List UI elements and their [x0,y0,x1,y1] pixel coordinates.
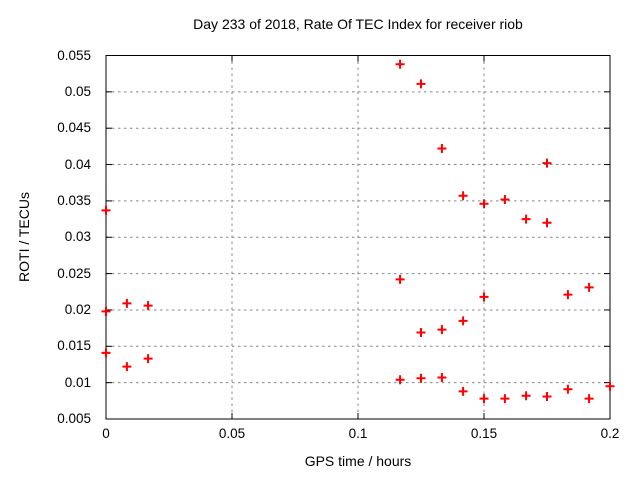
data-point-marker [542,218,552,228]
y-tick-label: 0.055 [57,47,91,63]
data-point-marker [542,391,552,401]
data-point-marker [479,199,489,209]
data-point-marker [605,381,615,391]
data-point-marker [479,292,489,302]
data-point-marker [416,327,426,337]
x-axis-label: GPS time / hours [304,453,412,469]
y-tick-label: 0.015 [57,338,91,354]
data-point-marker [395,59,405,69]
chart-title: Day 233 of 2018, Rate Of TEC Index for r… [193,16,523,32]
data-point-marker [563,290,573,300]
y-tick-label: 0.02 [64,301,91,317]
x-tick-label: 0.05 [218,426,246,441]
data-point-marker [542,158,552,168]
gridlines [106,55,610,419]
y-tick-label: 0.045 [57,120,91,136]
data-point-marker [521,214,531,224]
data-point-marker [458,191,468,201]
x-tick-label: 0.2 [600,426,620,441]
data-point-marker [122,362,132,372]
data-point-marker [437,325,447,335]
data-point-marker [101,348,111,358]
data-point-marker [458,386,468,396]
data-point-marker [416,79,426,89]
data-point-marker [584,282,594,292]
x-tick-label: 0.1 [348,426,368,441]
data-point-marker [437,144,447,154]
y-tick-label: 0.01 [64,374,91,390]
x-tick-label: 0 [102,426,110,441]
y-tick-label: 0.03 [64,229,91,245]
data-point-marker [122,298,132,308]
data-point-marker [479,394,489,404]
y-tick-label: 0.005 [57,411,91,426]
data-point-marker [416,373,426,383]
y-tick-label: 0.035 [57,192,91,208]
data-point-marker [101,306,111,316]
data-point-marker [521,391,531,401]
data-point-marker [101,205,111,215]
data-points [101,59,615,404]
x-tick-label: 0.15 [470,426,498,441]
data-point-marker [584,394,594,404]
data-point-marker [395,274,405,284]
data-point-marker [437,373,447,383]
data-point-marker [143,354,153,364]
data-point-marker [143,301,153,311]
y-tick-label: 0.025 [57,265,91,281]
data-point-marker [458,316,468,326]
data-point-marker [563,384,573,394]
y-tick-label: 0.05 [64,83,91,99]
data-point-marker [395,375,405,385]
data-point-marker [500,194,510,204]
y-tick-label: 0.04 [64,156,91,172]
data-point-marker [500,394,510,404]
